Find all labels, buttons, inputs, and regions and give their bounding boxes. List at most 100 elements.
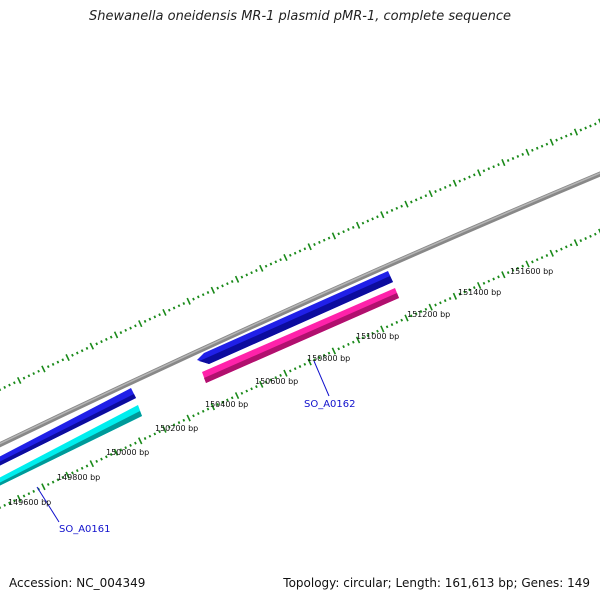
tick-label-149800: 149800 bp: [57, 473, 100, 482]
outer-ring-minor-tick: [298, 249, 302, 253]
outer-ring-minor-tick: [56, 360, 60, 364]
inner-ring-minor-tick: [521, 264, 525, 268]
inner-ring-major-tick: [283, 369, 288, 377]
inner-ring-minor-tick: [361, 336, 365, 340]
inner-ring-major-tick: [41, 483, 46, 491]
outer-ring-minor-tick: [351, 225, 355, 229]
inner-ring-major-tick: [476, 281, 482, 290]
inner-ring-minor-tick: [579, 239, 583, 243]
outer-ring-minor-tick: [497, 163, 500, 167]
inner-ring-minor-tick: [240, 391, 244, 395]
inner-ring-minor-tick: [245, 389, 249, 393]
outer-ring-minor-tick: [129, 326, 132, 330]
inner-ring-minor-tick: [177, 421, 181, 425]
gene-label-SO_A0161[interactable]: SO_A0161: [59, 524, 111, 535]
outer-ring-minor-tick: [143, 319, 147, 323]
outer-ring-minor-tick: [119, 331, 123, 335]
inner-ring-minor-tick: [12, 499, 16, 503]
outer-ring-minor-tick: [347, 228, 350, 231]
outer-ring-minor-tick: [206, 291, 210, 294]
outer-ring-major-tick: [549, 138, 554, 146]
inner-ring-minor-tick: [511, 268, 515, 272]
inner-ring-minor-tick: [540, 256, 544, 260]
outer-ring-major-tick: [477, 169, 482, 177]
outer-ring-major-tick: [162, 308, 167, 316]
inner-ring-minor-tick: [158, 430, 161, 434]
outer-ring-minor-tick: [32, 372, 36, 375]
outer-ring-minor-tick: [293, 251, 297, 255]
gene-forward-arrow[interactable]: [197, 271, 393, 364]
inner-ring-minor-tick: [226, 398, 229, 402]
inner-ring-minor-tick: [443, 299, 447, 303]
tick-label-149600: 149600 bp: [8, 498, 51, 507]
inner-ring-minor-tick: [593, 232, 597, 236]
inner-ring-minor-tick: [71, 471, 74, 475]
gene-SO_A0161[interactable]: [0, 405, 142, 488]
inner-ring-minor-tick: [414, 312, 418, 316]
outer-ring-minor-tick: [439, 188, 442, 191]
inner-ring-minor-tick: [545, 254, 549, 257]
inner-ring-minor-tick: [400, 318, 404, 322]
outer-ring-minor-tick: [177, 304, 181, 308]
inner-ring-minor-tick: [250, 387, 253, 391]
outer-ring-minor-tick: [221, 284, 224, 288]
outer-ring-minor-tick: [419, 196, 423, 200]
outer-ring-minor-tick: [196, 295, 200, 299]
outer-ring-minor-tick: [511, 156, 515, 160]
outer-ring-minor-tick: [3, 385, 7, 389]
inner-ring-minor-tick: [206, 407, 210, 411]
inner-ring-minor-tick: [448, 297, 452, 300]
inner-ring-minor-tick: [322, 353, 326, 357]
inner-ring-minor-tick: [347, 342, 350, 346]
inner-ring-minor-tick: [472, 286, 476, 290]
inner-ring-minor-tick: [497, 275, 500, 279]
inner-ring-minor-tick: [569, 243, 573, 247]
inner-ring-minor-tick: [337, 347, 341, 351]
inner-ring-minor-tick: [318, 356, 321, 360]
outer-ring-minor-tick: [27, 374, 31, 378]
gene-SO_A0162[interactable]: [202, 288, 399, 383]
inner-ring-minor-tick: [516, 266, 520, 270]
outer-ring-minor-tick: [342, 230, 345, 234]
inner-ring-major-tick: [331, 347, 337, 355]
outer-ring-minor-tick: [51, 362, 55, 366]
outer-ring-minor-tick: [216, 286, 220, 290]
inner-ring-minor-tick: [419, 310, 423, 313]
outer-ring-minor-tick: [337, 232, 341, 236]
outer-ring-minor-tick: [158, 313, 161, 317]
outer-ring-minor-tick: [288, 253, 292, 257]
inner-ring-minor-tick: [293, 367, 297, 371]
inner-ring-minor-tick: [119, 448, 123, 452]
accession-text: Accession: NC_004349: [9, 576, 146, 590]
inner-ring-minor-tick: [434, 303, 437, 307]
inner-ring-minor-tick: [303, 362, 307, 366]
inner-ring-major-tick: [525, 260, 530, 268]
inner-ring-minor-tick: [366, 334, 370, 338]
map-title: Shewanella oneidensis MR-1 plasmid pMR-1…: [88, 9, 512, 24]
outer-ring-minor-tick: [313, 243, 316, 246]
inner-ring-minor-tick: [230, 396, 234, 400]
outer-ring-minor-tick: [327, 236, 331, 240]
gene-label-SO_A0162[interactable]: SO_A0162: [304, 399, 356, 410]
outer-ring-minor-tick: [410, 200, 413, 204]
outer-ring-minor-tick: [463, 177, 466, 181]
forward-gene-left[interactable]: [0, 388, 136, 468]
label-leader-SO_A0162: [313, 360, 330, 397]
inner-ring-major-tick: [307, 358, 312, 366]
outer-ring-minor-tick: [443, 185, 447, 189]
outer-ring-minor-tick: [395, 206, 399, 210]
outer-ring-minor-tick: [458, 179, 462, 183]
inner-ring-minor-tick: [46, 482, 50, 486]
outer-ring-minor-tick: [560, 136, 563, 140]
inner-ring-minor-tick: [153, 432, 157, 436]
outer-ring-minor-tick: [134, 324, 137, 328]
outer-ring-minor-tick: [318, 240, 321, 244]
inner-ring-minor-tick: [385, 325, 389, 329]
outer-ring-minor-tick: [80, 349, 84, 353]
outer-ring-minor-tick: [555, 138, 558, 142]
outer-ring-minor-tick: [361, 221, 365, 225]
inner-ring-minor-tick: [327, 351, 331, 355]
inner-ring-minor-tick: [468, 288, 471, 292]
outer-ring-minor-tick: [37, 369, 40, 373]
